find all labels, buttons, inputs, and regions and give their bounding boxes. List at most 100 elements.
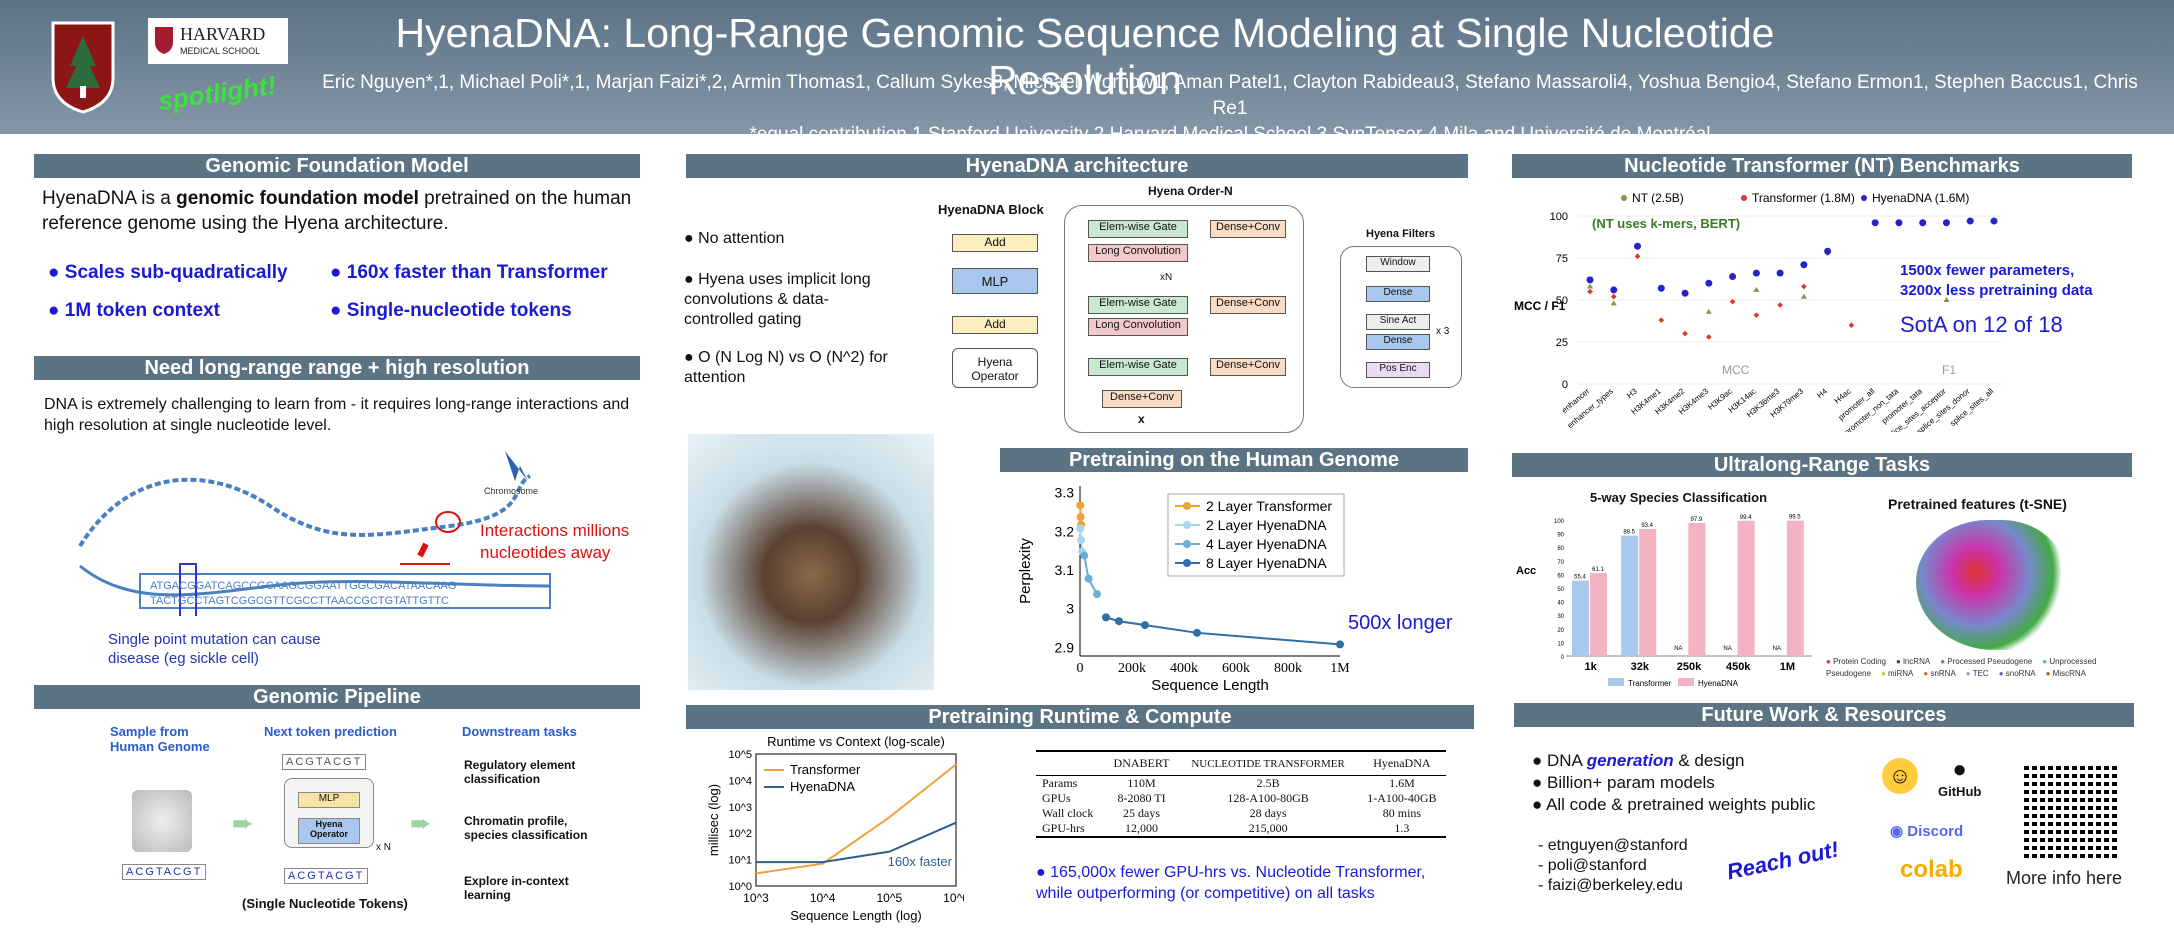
data-point [1943, 297, 1950, 302]
y-axis-label: Perplexity [1017, 538, 1034, 604]
table-header: HyenaDNA [1373, 756, 1431, 770]
nt-sota: SotA on 12 of 18 [1900, 312, 2063, 337]
filter-window: Window [1366, 256, 1430, 272]
tsne-legend-item: ● snoRNA [1998, 669, 2036, 678]
bar [1572, 580, 1589, 656]
author-list: Eric Nguyen*,1, Michael Poli*,1, Marjan … [322, 72, 2138, 119]
f1-label: F1 [1942, 363, 1956, 377]
order-longconv-1: Long Convolution [1088, 244, 1188, 262]
pipeline-footer: (Single Nucleotide Tokens) [242, 896, 408, 911]
data-point [1610, 300, 1617, 306]
x-tick-label: 1k [1584, 661, 1597, 673]
future-text: DNA [1547, 751, 1587, 770]
data-point [1193, 628, 1201, 637]
data-point [1634, 253, 1641, 260]
y-axis-label: millisec (log) [706, 784, 721, 856]
data-label: 88.5 [1623, 530, 1635, 536]
legend-label: 4 Layer HyenaDNA [1206, 536, 1327, 552]
table-cell: Wall clock [1042, 806, 1094, 820]
legend-box [1167, 493, 1345, 577]
tsne-legend-item: ● MiscRNA [2045, 669, 2086, 678]
nt-title: Nucleotide Transformer (NT) Benchmarks [1512, 154, 2132, 178]
arch-bullet-text: O (N Log N) vs O (N^2) for attention [684, 349, 888, 386]
data-point [1080, 551, 1089, 560]
tsne-legend-item: ● miRNA [1880, 669, 1914, 678]
table-row: Wall clock 25 days 28 days 80 mins [1036, 806, 1446, 821]
y-tick-label: 2.9 [1055, 639, 1075, 655]
table-cell: 110M [1127, 776, 1156, 790]
order-gate-1: Elem-wise Gate [1088, 220, 1188, 238]
order-dense-bottom: Dense+Conv [1102, 390, 1182, 408]
future-text: Billion+ param models [1547, 773, 1715, 792]
nt-fewer: 1500x fewer parameters, [1900, 262, 2074, 279]
order-dense-3: Dense+Conv [1210, 358, 1286, 376]
order-title: Hyena Order-N [1148, 184, 1233, 198]
chart-title: Runtime vs Context (log-scale) [767, 734, 945, 749]
github-icon[interactable]: ● GitHub [1938, 756, 1982, 799]
chromosome-icon [505, 451, 528, 481]
data-point [1729, 272, 1737, 280]
x-tick-label: 0 [1077, 661, 1084, 676]
future-bullets: ● DNA generation & design ● Billion+ par… [1532, 750, 1815, 816]
interactions-label: Interactions millions nucleotides away [480, 521, 630, 562]
discord-label: Discord [1907, 823, 1964, 840]
genome-figure [132, 790, 192, 852]
filters-box [1340, 246, 1462, 388]
na-label: NA [1773, 646, 1781, 652]
data-point [1705, 279, 1713, 287]
mcc-label: MCC [1722, 363, 1750, 377]
data-point [1586, 276, 1594, 284]
data-point [1705, 334, 1712, 340]
legend-marker [1621, 195, 1627, 201]
legend-label: HyenaDNA [1698, 679, 1739, 688]
data-point [1141, 621, 1149, 630]
table-header: NUCLEOTIDE TRANSFORMER [1191, 757, 1345, 770]
y-tick-label: 0 [1562, 379, 1568, 391]
y-tick-label: 3.3 [1055, 485, 1075, 501]
harvard-text: HARVARD [180, 24, 266, 44]
tsne-legend-item: ● snRNA [1923, 669, 1956, 678]
contact-link[interactable]: - poli@stanford [1538, 857, 1647, 874]
table-cell: 215,000 [1248, 821, 1288, 835]
qr-code[interactable] [2024, 762, 2120, 858]
hyena-image [688, 434, 934, 690]
data-point [1777, 302, 1783, 308]
data-point [1848, 322, 1855, 329]
legend-label: HyenaDNA (1.6M) [1872, 191, 1969, 205]
tsne-plot [1916, 520, 2066, 650]
data-point [1102, 613, 1110, 622]
data-point [1801, 283, 1807, 290]
table-cell: 1.6M [1389, 776, 1415, 790]
colab-icon[interactable]: colab [1900, 856, 1963, 883]
table-cell: Params [1042, 776, 1078, 790]
pipeline-task-2: Explore in-context learning [464, 874, 569, 902]
tsne-legend-item: ● Processed Pseudogene [1940, 657, 2033, 666]
huggingface-icon[interactable]: ☺ [1882, 758, 1918, 794]
block-add-top: Add [952, 234, 1038, 252]
x-tick-label: 450k [1726, 661, 1751, 673]
contact-link[interactable]: - faizi@berkeley.edu [1538, 877, 1683, 894]
discord-icon[interactable]: ◉ Discord [1890, 823, 1964, 840]
data-point [1752, 269, 1760, 277]
data-point [1990, 217, 1998, 225]
legend-marker [1183, 521, 1191, 529]
table-cell: 12,000 [1125, 821, 1159, 835]
data-point [1587, 288, 1593, 295]
foundation-text-pre: HyenaDNA is a [42, 188, 177, 209]
foundation-bullet-0: ● Scales sub-quadratically [48, 262, 288, 283]
data-point [1800, 293, 1807, 299]
table-row: GPU-hrs 12,000 215,000 1.3 [1036, 821, 1446, 837]
na-label: NA [1723, 646, 1731, 652]
table-cell: 25 days [1123, 806, 1161, 820]
x-tick-label: 10^4 [810, 891, 836, 905]
foundation-bullet-text: 1M token context [64, 300, 220, 321]
runtime-bullet: ● 165,000x fewer GPU-hrs vs. Nucleotide … [1036, 864, 1426, 902]
y-axis-label: Acc [1516, 565, 1536, 577]
contact-link[interactable]: - etnguyen@stanford [1538, 837, 1688, 854]
block-mlp: MLP [952, 268, 1038, 294]
arch-bullet-2: ● O (N Log N) vs O (N^2) for attention [684, 349, 888, 386]
x-tick-label: H3 [1625, 386, 1639, 400]
bar [1737, 520, 1755, 656]
legend-swatch [1678, 678, 1694, 686]
x-axis-label: Sequence Length (log) [790, 908, 922, 923]
